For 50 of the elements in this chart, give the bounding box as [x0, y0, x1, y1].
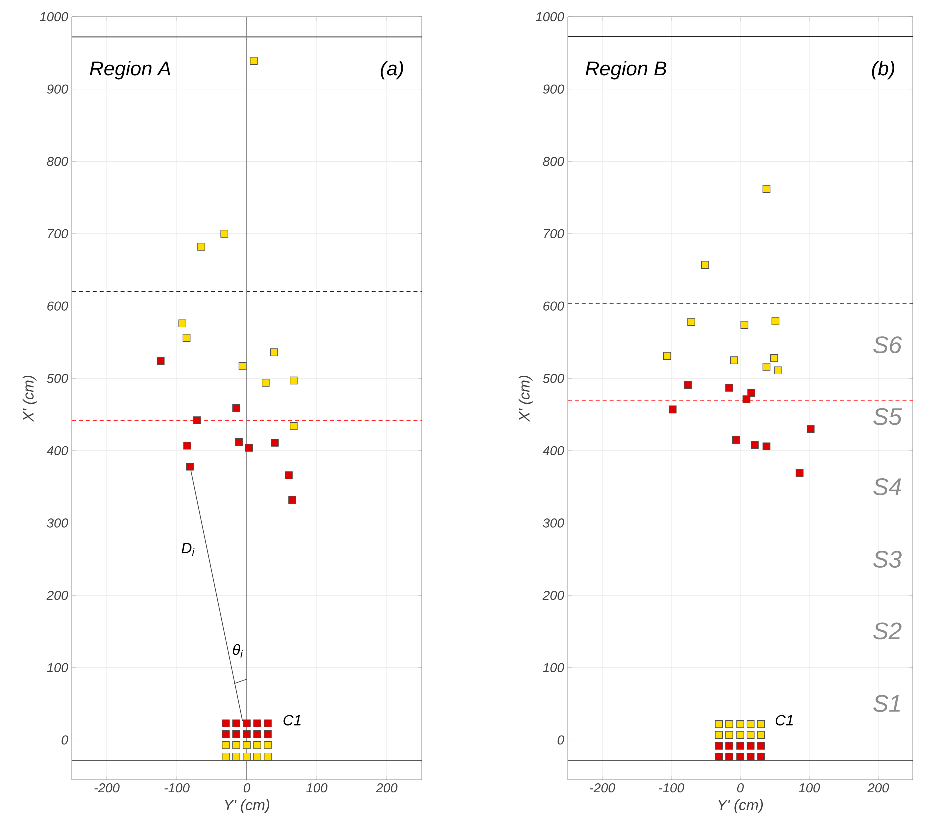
y-tick-label: 400 — [542, 446, 564, 456]
y-tick-label: 600 — [48, 302, 68, 311]
x-tick-label: 0 — [737, 784, 744, 793]
x-tick-label: -200 — [94, 784, 120, 793]
annotation: S2 — [874, 622, 902, 640]
annotation: S4 — [874, 478, 902, 496]
y-tick-label: 800 — [543, 157, 564, 166]
annotation: Region B — [586, 61, 667, 80]
y-tick-label: 100 — [543, 663, 564, 672]
annotation: S6 — [874, 336, 902, 354]
y-tick-label: 100 — [47, 663, 68, 672]
y-tick-label: 500 — [543, 374, 564, 384]
annotation: D$_{i}$ — [182, 543, 195, 556]
y-tick-label: 0 — [62, 736, 68, 745]
annotation: S3 — [874, 551, 902, 568]
x-tick-label: -100 — [164, 784, 190, 793]
y-tick-label: 300 — [543, 518, 564, 528]
annotation: (b) — [872, 61, 895, 80]
x-tick-label: 200 — [868, 784, 890, 793]
y-tick-label: 1000 — [536, 12, 564, 22]
annotation: Region A — [90, 61, 170, 80]
y-tick-label: 200 — [542, 590, 564, 600]
x-tick-label: 100 — [306, 784, 328, 793]
y-tick-label: 600 — [544, 302, 564, 311]
x-tick-label: 0 — [244, 784, 250, 793]
annotation: θ$_{i}$ — [233, 644, 244, 658]
y-tick-label: 900 — [47, 84, 68, 94]
x-axis-title: Y' (cm) — [718, 800, 764, 814]
y-tick-label: 1000 — [40, 12, 68, 22]
x-tick-label: 100 — [799, 784, 820, 793]
y-axis-title: X' (cm) — [22, 376, 37, 422]
annotation: C1 — [284, 715, 301, 726]
y-tick-label: 800 — [47, 157, 68, 166]
annotation: C1 — [776, 715, 793, 726]
x-tick-label: 200 — [376, 784, 398, 793]
annotation: S1 — [874, 695, 900, 712]
annotation: (a) — [381, 61, 404, 80]
y-tick-label: 300 — [47, 518, 68, 528]
x-axis-title: Y' (cm) — [225, 800, 270, 814]
y-tick-label: 900 — [543, 84, 564, 94]
y-tick-label: 500 — [47, 374, 68, 384]
y-tick-label: 700 — [544, 229, 564, 239]
annotation: S5 — [874, 408, 902, 426]
x-tick-label: -100 — [659, 784, 684, 793]
y-tick-label: 0 — [558, 736, 564, 745]
x-tick-label: -200 — [590, 784, 616, 793]
y-tick-label: 200 — [46, 590, 68, 600]
y-axis-title: X' (cm) — [518, 376, 533, 422]
y-tick-label: 400 — [46, 446, 68, 456]
y-tick-label: 700 — [48, 229, 68, 239]
